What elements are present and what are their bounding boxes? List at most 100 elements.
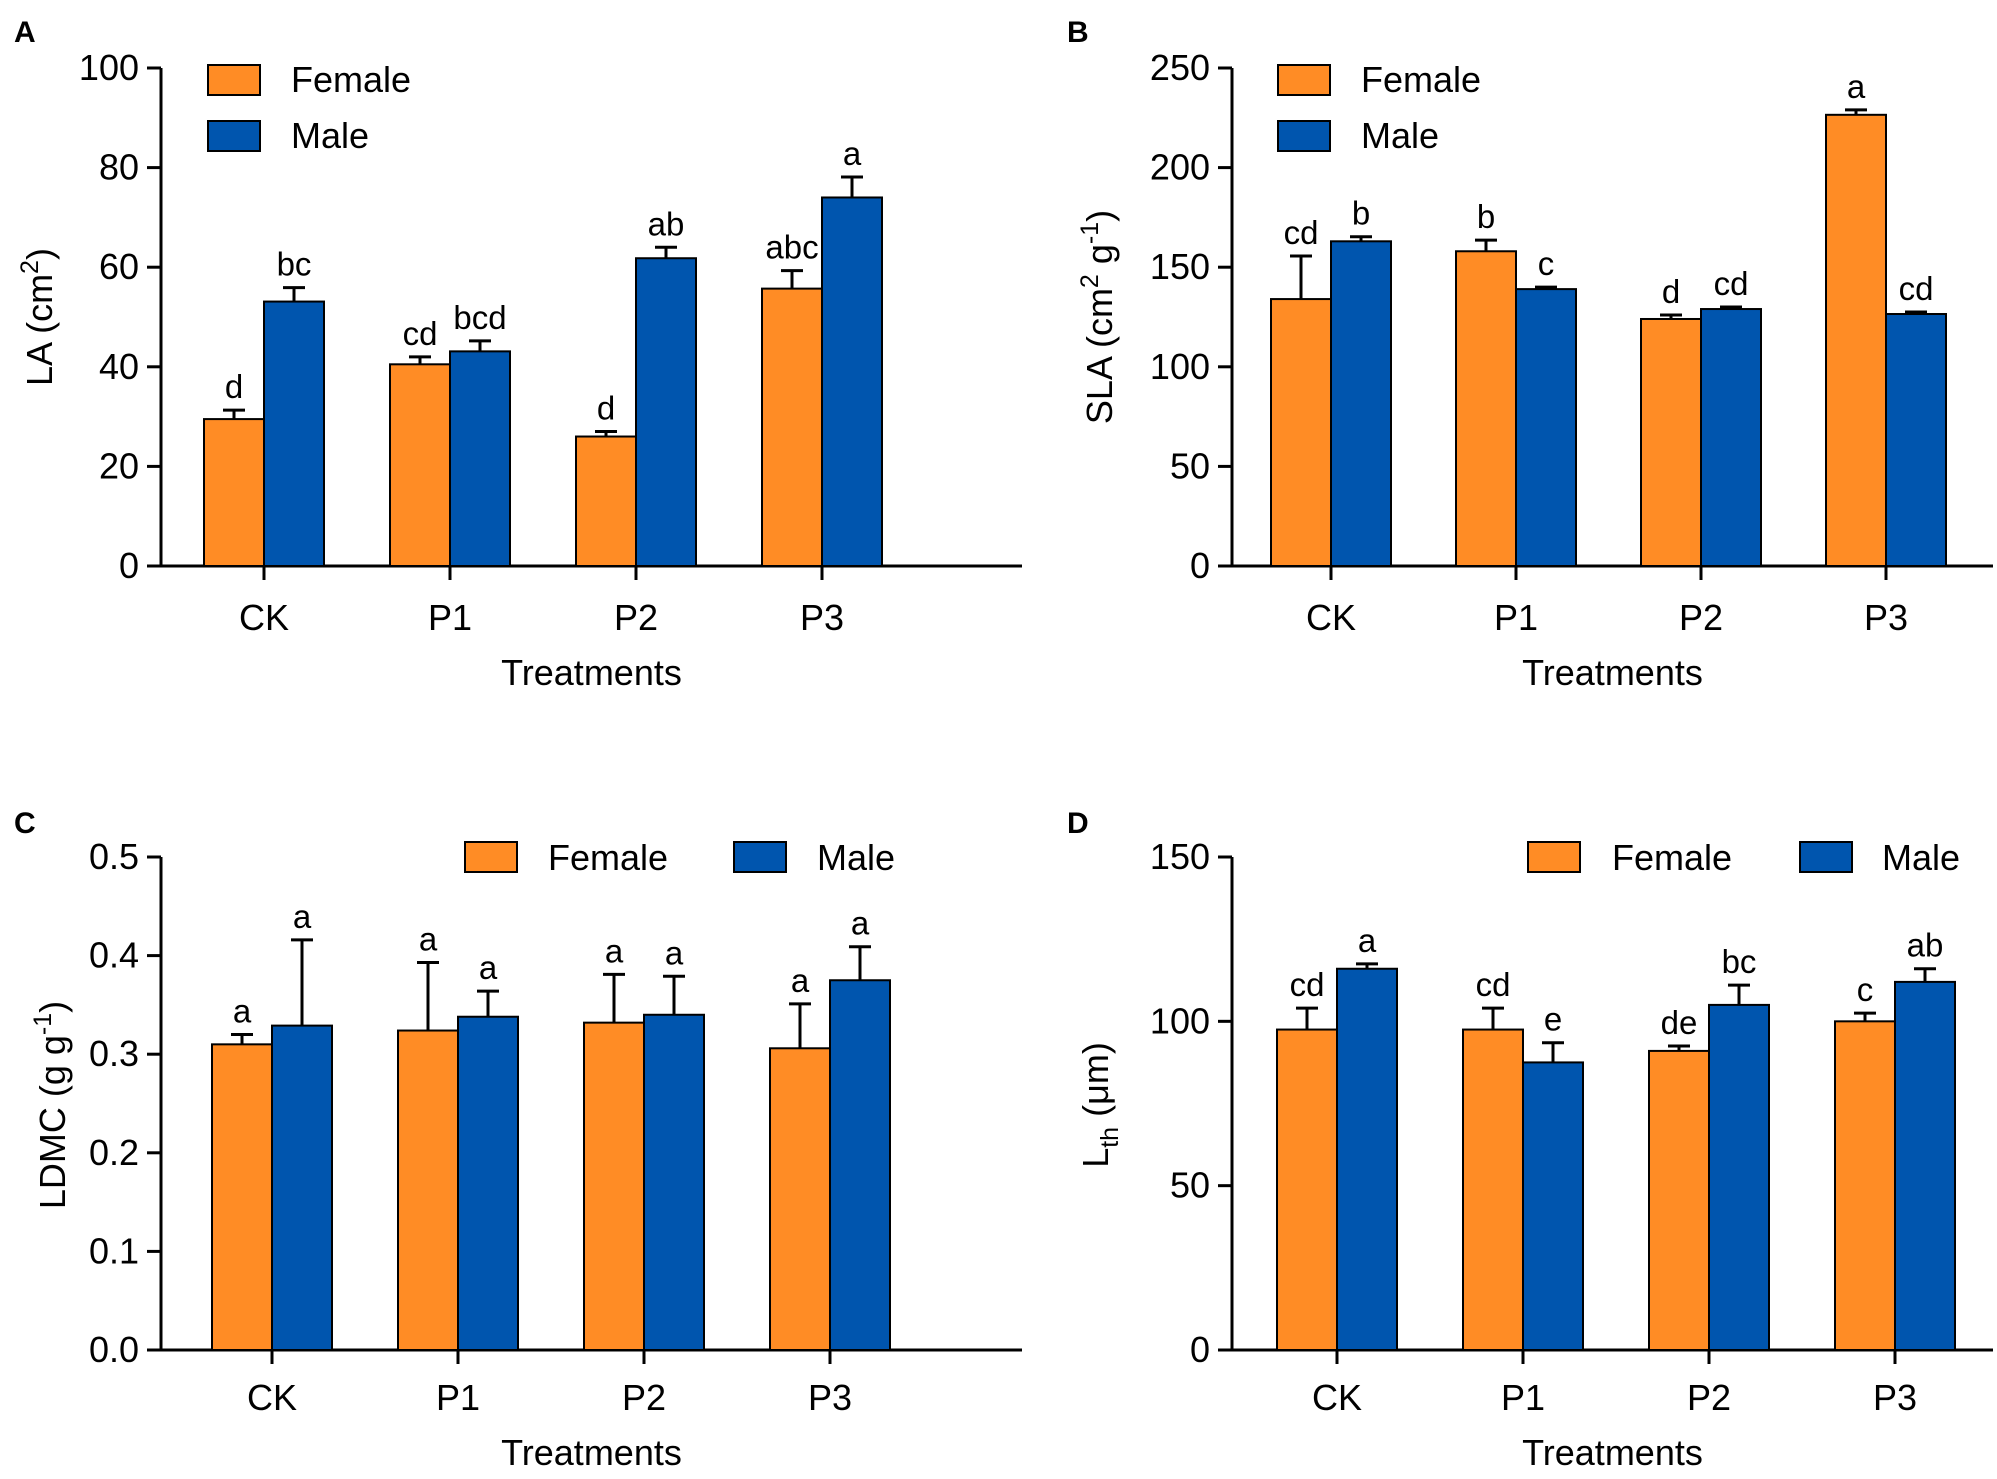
significance-letter: a (1847, 68, 1866, 105)
panel-letter: A (14, 16, 36, 49)
significance-letter: bc (277, 246, 312, 283)
y-axis-title-sup: -1 (29, 1013, 57, 1035)
significance-letter: bcd (453, 299, 506, 336)
y-tick-label: 50 (1170, 445, 1210, 486)
y-tick-label: 0.1 (89, 1230, 139, 1271)
y-axis-title-sub: th (1096, 1127, 1124, 1148)
panel-letter: D (1067, 807, 1089, 840)
y-tick-label: 150 (1150, 246, 1210, 287)
y-tick-label: 0 (119, 545, 139, 586)
bar-male-p1 (1522, 1061, 1584, 1351)
significance-letter: a (605, 932, 624, 969)
bar-male-ck (1336, 967, 1398, 1351)
y-axis-title: LA (cm2) (16, 248, 60, 386)
y-axis-title-end: ) (19, 248, 60, 260)
y-axis-title-main: L (1075, 1148, 1116, 1168)
legend-swatch-female (207, 64, 261, 96)
significance-letter: cd (1284, 214, 1319, 251)
x-tick-label: P1 (1501, 1377, 1545, 1418)
legend-swatch-male (1799, 841, 1853, 873)
y-axis-title-main: LDMC (g g (32, 1035, 73, 1209)
legend-swatch-female (1277, 64, 1331, 96)
legend-label-female: Female (1612, 837, 1732, 878)
y-axis-title-main: LA (cm (19, 274, 60, 386)
significance-letter: a (233, 992, 252, 1029)
bar-male-p3 (1894, 980, 1956, 1351)
bar-male-ck (263, 300, 325, 567)
bar-female-p1 (1462, 1028, 1524, 1352)
x-tick-label: CK (1306, 597, 1356, 638)
x-tick-label: P3 (1864, 597, 1908, 638)
y-tick-label: 0 (1190, 545, 1210, 586)
y-tick-label: 60 (99, 246, 139, 287)
legend-label-female: Female (1361, 59, 1481, 100)
y-axis-title: Lth (μm) (1075, 1042, 1124, 1168)
significance-letter: a (791, 962, 810, 999)
y-axis-title-sup2: -1 (1076, 222, 1104, 244)
y-tick-label: 0.2 (89, 1132, 139, 1173)
x-tick-label: P1 (428, 597, 472, 638)
y-tick-label: 150 (1150, 836, 1210, 877)
legend-swatch-female (1527, 841, 1581, 873)
bar-male-p3 (829, 979, 891, 1351)
significance-letter: e (1544, 1001, 1562, 1038)
x-tick-label: CK (1312, 1377, 1362, 1418)
significance-letter: a (419, 921, 438, 958)
legend-swatch-male (733, 841, 787, 873)
panel-a: A 0 20 40 60 80 100 CK d bc P1 cd bcd P2 d ab P3 abc a Trea… (14, 16, 1022, 693)
y-tick-label: 0.3 (89, 1033, 139, 1074)
x-axis-title: Treatments (1522, 1432, 1703, 1473)
significance-letter: a (293, 898, 312, 935)
significance-letter: cd (1899, 270, 1934, 307)
bar-male-p2 (1700, 308, 1762, 567)
panel-d: D050100150CKcdaP1cdeP2debcP3cabTreatment… (1067, 807, 1993, 1473)
significance-letter: ab (1907, 927, 1944, 964)
bar-female-p3 (1825, 113, 1887, 567)
panel-letter: B (1067, 16, 1089, 49)
significance-letter: a (1358, 922, 1377, 959)
bar-female-ck (203, 418, 265, 567)
y-tick-label: 80 (99, 147, 139, 188)
x-tick-label: P2 (1679, 597, 1723, 638)
panel-letter: C (14, 807, 36, 840)
legend-swatch-female (464, 841, 518, 873)
bar-female-p3 (761, 287, 823, 567)
y-axis-title-mid: g (1079, 244, 1120, 274)
x-tick-label: P3 (800, 597, 844, 638)
y-tick-label: 40 (99, 346, 139, 387)
bar-male-ck (1330, 240, 1392, 568)
y-tick-label: 20 (99, 445, 139, 486)
bar-female-p3 (769, 1047, 831, 1352)
legend: Female Male (464, 837, 895, 878)
y-tick-label: 100 (79, 47, 139, 88)
y-axis-title-end: ) (1079, 210, 1120, 222)
significance-letter: cd (1714, 265, 1749, 302)
legend-label-female: Female (291, 59, 411, 100)
x-axis-title: Treatments (501, 652, 682, 693)
y-axis-title-end: ) (32, 1001, 73, 1013)
y-tick-label: 100 (1150, 346, 1210, 387)
bar-male-p2 (635, 257, 697, 567)
bar-female-p2 (1648, 1049, 1710, 1351)
y-tick-label: 100 (1150, 1000, 1210, 1041)
significance-letter: b (1352, 195, 1370, 232)
y-axis-title-end: (μm) (1075, 1042, 1116, 1127)
significance-letter: b (1477, 198, 1495, 235)
bar-female-p1 (389, 363, 451, 567)
x-tick-label: P2 (622, 1377, 666, 1418)
bar-female-ck (1270, 298, 1332, 567)
x-axis-title: Treatments (1522, 652, 1703, 693)
y-tick-label: 0 (1190, 1329, 1210, 1370)
y-tick-label: 0.5 (89, 836, 139, 877)
legend: Female Male (1527, 837, 1960, 878)
significance-letter: bc (1722, 943, 1757, 980)
legend-swatch-male (1277, 120, 1331, 152)
significance-letter: d (597, 390, 615, 427)
bar-female-p1 (397, 1029, 459, 1351)
significance-letter: a (665, 934, 684, 971)
significance-letter: abc (765, 229, 818, 266)
x-tick-label: P1 (436, 1377, 480, 1418)
significance-letter: ab (648, 205, 685, 242)
y-tick-label: 50 (1170, 1165, 1210, 1206)
